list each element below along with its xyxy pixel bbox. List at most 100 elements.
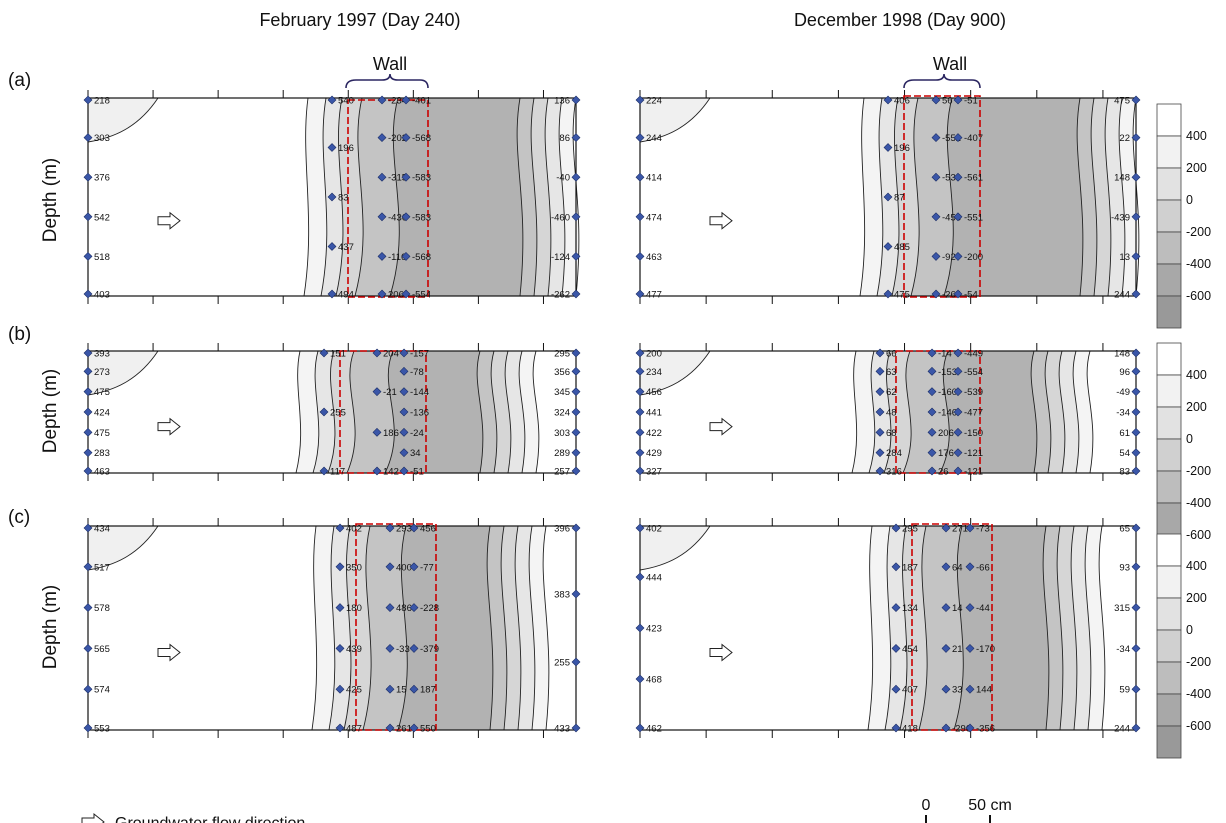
sample-point xyxy=(83,289,93,299)
sample-value: -356 xyxy=(976,724,995,735)
col-title-left: February 1997 (Day 240) xyxy=(259,10,460,30)
legend-level: 0 xyxy=(1186,432,1193,446)
sample-value: 48 xyxy=(886,408,897,419)
sample-value: -116 xyxy=(388,252,406,263)
sample-point xyxy=(635,172,645,182)
sample-point xyxy=(401,289,411,299)
sample-point xyxy=(83,95,93,105)
legend-level: 200 xyxy=(1186,591,1207,605)
sample-point xyxy=(385,603,395,613)
legend-swatch xyxy=(1156,629,1182,663)
sample-point xyxy=(931,251,941,261)
legend-swatch xyxy=(1156,533,1182,567)
sample-point xyxy=(83,523,93,533)
sample-point xyxy=(931,172,941,182)
sample-point xyxy=(891,562,901,572)
flow-arrow xyxy=(157,643,181,662)
sample-point xyxy=(635,407,645,417)
sample-value: 64 xyxy=(952,562,963,573)
sample-value: 550 xyxy=(420,724,436,735)
legend-swatch xyxy=(1156,295,1182,329)
panel-4: 434 517 578 565 574 553 402 350 180 439 425 487 293 4… xyxy=(83,518,581,738)
sample-point xyxy=(891,723,901,733)
sample-point xyxy=(941,643,951,653)
sample-point xyxy=(372,466,382,476)
sample-point xyxy=(635,289,645,299)
flow-arrow xyxy=(709,643,733,662)
sample-point xyxy=(1131,212,1141,222)
wall-outline xyxy=(895,350,981,474)
sample-point xyxy=(1131,562,1141,572)
panel-5: 402 444 423 468 462 295 187 134 454 407 418 271 64 14… xyxy=(635,518,1141,738)
sample-point xyxy=(1131,407,1141,417)
sample-point xyxy=(83,407,93,417)
sample-point xyxy=(1131,448,1141,458)
sample-point xyxy=(401,95,411,105)
sample-value: 65 xyxy=(1119,524,1130,535)
legend-level: 400 xyxy=(1186,129,1207,143)
sample-point xyxy=(401,172,411,182)
sample-value: -78 xyxy=(410,367,424,378)
wall-outline xyxy=(911,523,993,731)
sample-point xyxy=(571,589,581,599)
sample-value: 486 xyxy=(396,603,412,614)
sample-point xyxy=(571,657,581,667)
sample-value: -460 xyxy=(551,212,570,223)
row-letter-a: (a) xyxy=(8,70,31,91)
wall-brace-left xyxy=(345,73,429,89)
sample-point xyxy=(385,723,395,733)
sample-point xyxy=(377,251,387,261)
sample-point xyxy=(891,603,901,613)
sample-value: 61 xyxy=(1119,428,1130,439)
sample-point xyxy=(335,562,345,572)
sample-point xyxy=(927,387,937,397)
ylabel-c: Depth (m) xyxy=(40,585,61,669)
sample-value: -34 xyxy=(1116,644,1130,655)
sample-point xyxy=(953,387,963,397)
contour-band xyxy=(639,97,711,143)
sample-point xyxy=(83,427,93,437)
sample-value: 63 xyxy=(886,367,897,378)
sample-point xyxy=(965,603,975,613)
wall-label-right: Wall xyxy=(933,54,967,74)
sample-value: 134 xyxy=(902,603,918,614)
sample-point xyxy=(1131,427,1141,437)
sample-point xyxy=(941,562,951,572)
sample-point xyxy=(409,523,419,533)
sample-point xyxy=(883,242,893,251)
sample-point xyxy=(941,684,951,694)
sample-value: -554 xyxy=(412,290,431,301)
legend-level: 0 xyxy=(1186,193,1193,207)
panel-1: 224 244 414 474 463 477 406 196 87 485 475 56 -552 -5… xyxy=(635,90,1141,304)
sample-point xyxy=(401,133,411,143)
wall-outline xyxy=(339,350,427,474)
sample-value: -436 xyxy=(388,212,407,223)
sample-value: 224 xyxy=(646,96,662,107)
sample-point xyxy=(399,466,409,476)
wall-brace-right xyxy=(903,73,981,89)
sample-value: -34 xyxy=(1116,408,1130,419)
sample-value: 68 xyxy=(886,428,897,439)
sample-value: 407 xyxy=(902,685,918,696)
sample-point xyxy=(401,251,411,261)
sample-value: 295 xyxy=(554,349,570,360)
sample-point xyxy=(571,251,581,261)
sample-point xyxy=(571,427,581,437)
sample-point xyxy=(953,289,963,299)
sample-point xyxy=(635,387,645,397)
sample-value: -583 xyxy=(412,212,431,223)
sample-value: 406 xyxy=(894,96,910,107)
sample-value: 86 xyxy=(559,133,570,144)
scale-end: 50 cm xyxy=(968,797,1012,814)
sample-value: -66 xyxy=(976,562,990,573)
sample-point xyxy=(891,684,901,694)
sample-value: -21 xyxy=(383,387,397,398)
sample-point xyxy=(931,212,941,222)
sample-point xyxy=(335,723,345,733)
sample-value: 396 xyxy=(554,524,570,535)
sample-value: 96 xyxy=(1119,367,1130,378)
sample-point xyxy=(953,448,963,458)
sample-value: 422 xyxy=(646,428,662,439)
sample-point xyxy=(571,212,581,222)
sample-value: 565 xyxy=(94,644,110,655)
